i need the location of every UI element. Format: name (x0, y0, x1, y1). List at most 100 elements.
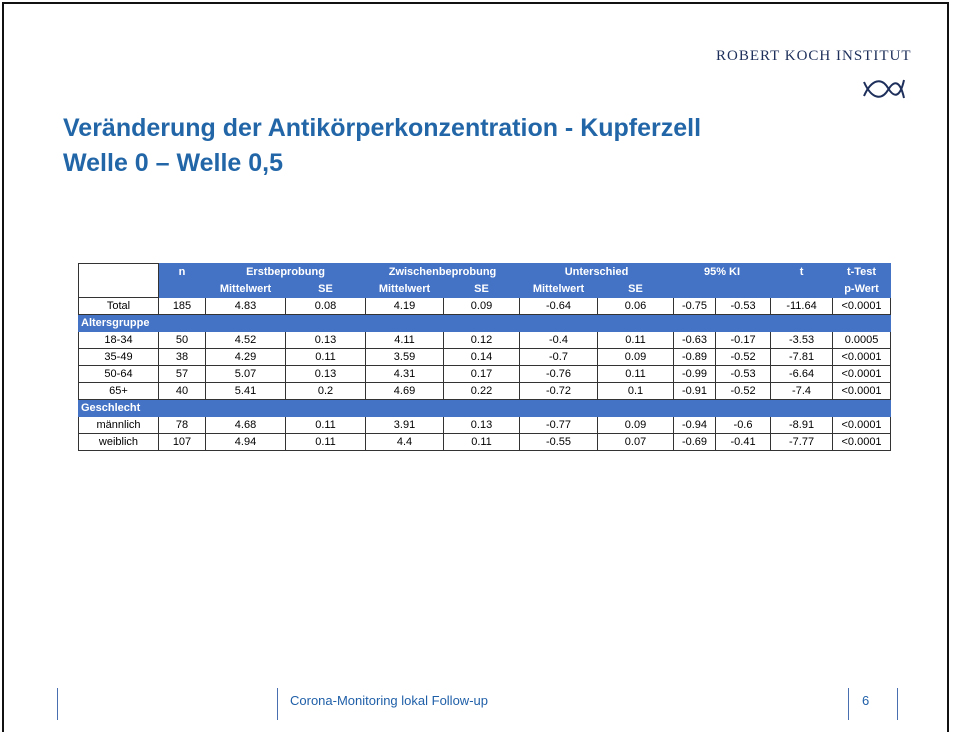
value-cell: 0.09 (596, 416, 675, 434)
value-cell: 4.83 (205, 297, 286, 315)
value-cell: 0.2 (285, 382, 366, 400)
logo-icon (863, 79, 905, 99)
value-cell: 0.08 (285, 297, 366, 315)
header-cell: 95% KI (673, 263, 772, 281)
value-cell: 0.13 (285, 365, 366, 383)
value-cell: 0.22 (443, 382, 520, 400)
value-cell: 0.09 (596, 348, 675, 366)
header-cell: Zwischenbeprobung (365, 263, 520, 281)
footer-divider (848, 688, 849, 720)
row-label: 50-64 (78, 365, 159, 383)
value-cell: 40 (158, 382, 206, 400)
value-cell: 0.17 (443, 365, 520, 383)
subtitle: Welle 0 – Welle 0,5 (63, 149, 284, 177)
header-cell: t (770, 263, 834, 281)
value-cell: 57 (158, 365, 206, 383)
header-cell: Mittelwert (205, 280, 286, 298)
value-cell: 0.06 (596, 297, 675, 315)
value-cell: 0.09 (443, 297, 520, 315)
value-cell: 4.11 (365, 331, 444, 349)
header-row: n Erstbeprobung Zwischenbeprobung Unters… (78, 263, 892, 298)
value-cell: 0.11 (285, 348, 366, 366)
value-cell: <0.0001 (832, 416, 892, 434)
value-cell: 78 (158, 416, 206, 434)
value-cell: -0.41 (715, 433, 772, 451)
value-cell: 4.52 (205, 331, 286, 349)
data-row: Total 185 4.83 0.08 4.19 0.09 -0.64 0.06 -0.75 -0… (78, 297, 892, 315)
value-cell: <0.0001 (832, 348, 892, 366)
value-cell: 0.11 (596, 331, 675, 349)
row-label: Total (78, 297, 159, 315)
value-cell: -0.76 (519, 365, 598, 383)
value-cell: -0.75 (673, 297, 717, 315)
title: Veränderung der Antikörperkonzentration … (63, 114, 702, 142)
section-cell: Geschlecht (77, 399, 892, 417)
value-cell: -0.17 (715, 331, 772, 349)
value-cell: -0.72 (519, 382, 598, 400)
value-cell: 4.4 (365, 433, 444, 451)
value-cell: 0.12 (443, 331, 520, 349)
row-label: 18-34 (78, 331, 159, 349)
section-cell: Altersgruppe (77, 314, 892, 332)
value-cell: -0.63 (673, 331, 717, 349)
value-cell: 0.1 (596, 382, 675, 400)
footer-divider (277, 688, 278, 720)
value-cell: -0.77 (519, 416, 598, 434)
value-cell: 50 (158, 331, 206, 349)
results-table: n Erstbeprobung Zwischenbeprobung Unters… (77, 263, 892, 451)
value-cell: -0.55 (519, 433, 598, 451)
row-label: 35-49 (78, 348, 159, 366)
footer-divider (897, 688, 898, 720)
value-cell: <0.0001 (832, 382, 892, 400)
value-cell: -0.52 (715, 348, 772, 366)
value-cell: 0.11 (285, 416, 366, 434)
page-number: 6 (862, 693, 870, 708)
footer-divider (57, 688, 58, 720)
value-cell: -7.4 (770, 382, 834, 400)
value-cell: <0.0001 (832, 433, 892, 451)
data-row: 35-49 38 4.29 0.11 3.59 0.14 -0.7 0.09 -0.89 -0.5… (78, 348, 892, 366)
header-cell (158, 280, 206, 298)
value-cell: -0.64 (519, 297, 598, 315)
header-cell: Mittelwert (365, 280, 444, 298)
value-cell: 107 (158, 433, 206, 451)
value-cell: 4.31 (365, 365, 444, 383)
value-cell: 4.94 (205, 433, 286, 451)
value-cell: 185 (158, 297, 206, 315)
footer-text: Corona-Monitoring lokal Follow-up (290, 693, 488, 708)
value-cell: -0.69 (673, 433, 717, 451)
value-cell: <0.0001 (832, 297, 892, 315)
data-row: weiblich 107 4.94 0.11 4.4 0.11 -0.55 0.07 -0.69… (78, 433, 892, 451)
header-cell: t-Test (832, 263, 892, 281)
value-cell: 38 (158, 348, 206, 366)
value-cell: 3.59 (365, 348, 444, 366)
value-cell: <0.0001 (832, 365, 892, 383)
corner-cell (78, 263, 159, 298)
value-cell: 0.13 (285, 331, 366, 349)
value-cell: -0.91 (673, 382, 717, 400)
data-row: 65+ 40 5.41 0.2 4.69 0.22 -0.72 0.1 -0.91 -0.52 -7… (78, 382, 892, 400)
value-cell: -0.94 (673, 416, 717, 434)
value-cell: 4.19 (365, 297, 444, 315)
data-row: männlich 78 4.68 0.11 3.91 0.13 -0.77 0.09 -0.94… (78, 416, 892, 434)
header-cell: Erstbeprobung (205, 263, 366, 281)
header-cell: SE (285, 280, 366, 298)
value-cell: -8.91 (770, 416, 834, 434)
header-cell: Unterschied (518, 263, 675, 281)
value-cell: -3.53 (770, 331, 834, 349)
value-cell: -0.52 (715, 382, 772, 400)
value-cell: -6.64 (770, 365, 834, 383)
value-cell: -7.81 (770, 348, 834, 366)
value-cell: -0.7 (519, 348, 598, 366)
value-cell: 0.11 (285, 433, 366, 451)
value-cell: 4.68 (205, 416, 286, 434)
value-cell: 3.91 (365, 416, 444, 434)
value-cell: 0.13 (443, 416, 520, 434)
value-cell: -0.53 (715, 297, 772, 315)
value-cell: 0.11 (596, 365, 675, 383)
value-cell: -0.99 (673, 365, 717, 383)
data-row: 18-34 50 4.52 0.13 4.11 0.12 -0.4 0.11 -0.63 -0.1… (78, 331, 892, 349)
value-cell: -0.89 (673, 348, 717, 366)
